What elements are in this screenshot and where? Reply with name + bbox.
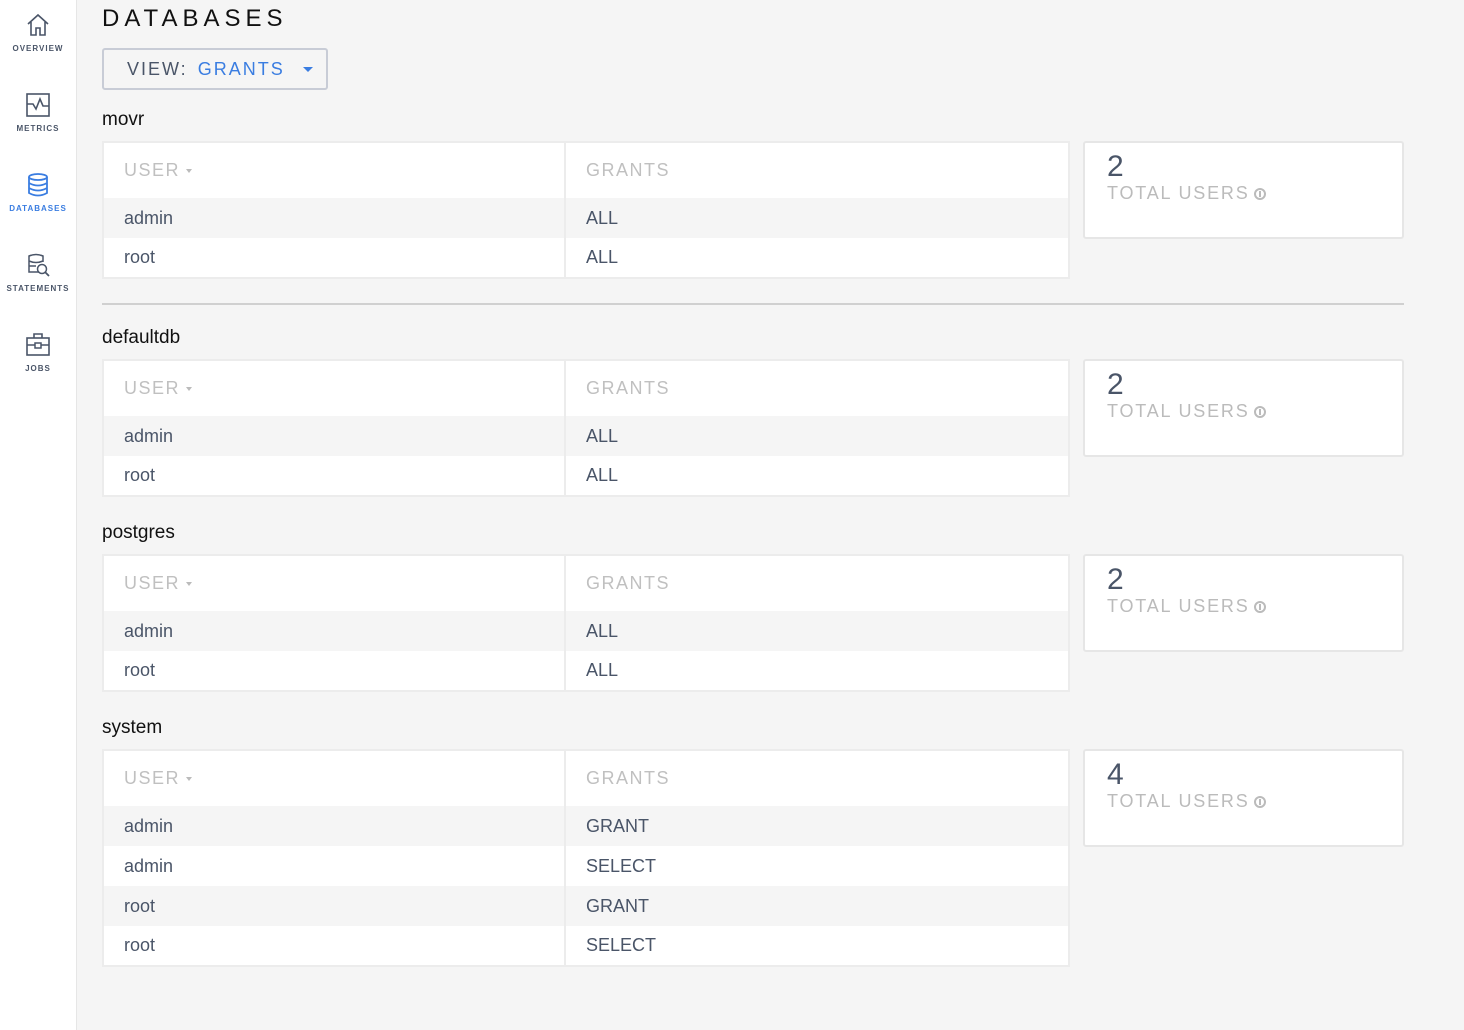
summary-card: 2 TOTAL USERS (1083, 359, 1404, 457)
grant-cell: ALL (565, 416, 1069, 456)
grant-cell: ALL (586, 660, 619, 680)
grant-cell: ALL (565, 198, 1069, 238)
grant-cell: ALL (586, 465, 619, 485)
grant-cell: SELECT (586, 855, 657, 876)
info-icon[interactable] (1253, 406, 1266, 419)
user-column-header[interactable]: USER (103, 360, 566, 416)
total-users-count: 4 (1107, 758, 1124, 791)
total-users-label: TOTAL USERS (1107, 401, 1250, 421)
sort-caret-icon (186, 582, 193, 587)
table-row: root ALL (103, 238, 1069, 278)
home-icon (27, 13, 49, 36)
grant-cell: GRANT (565, 886, 1069, 926)
user-column-header[interactable]: USER (103, 555, 566, 611)
grant-cell: SELECT (586, 935, 657, 955)
table-row: root GRANT (103, 886, 1069, 926)
user-cell: root (103, 651, 566, 691)
table-header: USER GRANTS (103, 750, 1069, 806)
statements-icon (28, 253, 50, 277)
user-cell: root (103, 238, 566, 278)
user-cell: admin (103, 806, 566, 846)
metrics-icon (26, 93, 50, 117)
grants-table: USER GRANTS admin GRANT admin SELECT roo… (102, 749, 1070, 967)
total-users-label: TOTAL USERS (1107, 596, 1250, 616)
sort-caret-icon (186, 169, 193, 174)
total-users-count: 2 (1107, 368, 1124, 401)
table-row: root ALL (103, 456, 1069, 496)
grant-cell: ALL (586, 247, 619, 267)
database-section: defaultdb USER GRANTS admin ALL root ALL… (102, 327, 1404, 522)
jobs-icon (26, 333, 50, 356)
chevron-down-icon (302, 66, 313, 72)
view-dropdown[interactable]: VIEW: GRANTS (102, 48, 328, 90)
view-value: GRANTS (197, 58, 285, 79)
table-header: USER GRANTS (103, 142, 1069, 198)
sort-caret-icon (186, 777, 193, 782)
user-column-header[interactable]: USER (103, 750, 566, 806)
total-users-count: 2 (1107, 563, 1124, 596)
sidebar-item-databases[interactable]: DATABASES (0, 172, 76, 213)
view-label: VIEW: (127, 58, 188, 79)
user-cell: root (103, 926, 566, 966)
database-name: movr (102, 109, 145, 130)
database-list: movr USER GRANTS admin ALL root ALL 2 TO… (102, 109, 1404, 992)
sidebar-item-statements[interactable]: STATEMENTS (0, 252, 76, 293)
table-row: root ALL (103, 651, 1069, 691)
summary-card: 4 TOTAL USERS (1083, 749, 1404, 847)
summary-card: 2 TOTAL USERS (1083, 554, 1404, 652)
user-cell: admin (103, 611, 566, 651)
grant-cell: GRANT (565, 806, 1069, 846)
database-section: system USER GRANTS admin GRANT admin SEL… (102, 717, 1404, 992)
database-icon (28, 173, 48, 197)
table-row: admin GRANT (103, 806, 1069, 846)
table-header: USER GRANTS (103, 555, 1069, 611)
sidebar-item-label: DATABASES (9, 204, 67, 213)
table-row: root SELECT (103, 926, 1069, 966)
info-icon[interactable] (1253, 796, 1266, 809)
grants-column-header: GRANTS (586, 160, 671, 180)
sidebar-item-label: STATEMENTS (6, 284, 70, 293)
user-cell: root (103, 886, 566, 926)
table-header: USER GRANTS (103, 360, 1069, 416)
table-row: admin ALL (103, 198, 1069, 238)
grants-column-header: GRANTS (586, 378, 671, 398)
table-row: admin ALL (103, 416, 1069, 456)
info-icon[interactable] (1253, 601, 1266, 614)
grants-table: USER GRANTS admin ALL root ALL (102, 554, 1070, 692)
user-cell: admin (103, 198, 566, 238)
grants-column-header: GRANTS (586, 768, 671, 788)
page-title: DATABASES (102, 5, 288, 32)
total-users-label: TOTAL USERS (1107, 183, 1250, 203)
sort-caret-icon (186, 387, 193, 392)
sidebar-item-jobs[interactable]: JOBS (0, 332, 76, 373)
sidebar-item-label: JOBS (25, 364, 51, 373)
grants-column-header: GRANTS (586, 573, 671, 593)
sidebar-item-metrics[interactable]: METRICS (0, 92, 76, 133)
summary-card: 2 TOTAL USERS (1083, 141, 1404, 239)
database-name: defaultdb (102, 327, 181, 348)
sidebar: OVERVIEW METRICS DATABASES STATEMENTS JO… (0, 0, 77, 1030)
sidebar-item-overview[interactable]: OVERVIEW (0, 12, 76, 53)
sidebar-item-label: METRICS (16, 124, 60, 133)
info-icon[interactable] (1253, 188, 1266, 201)
user-cell: admin (103, 846, 566, 886)
grants-table: USER GRANTS admin ALL root ALL (102, 141, 1070, 279)
table-row: admin SELECT (103, 846, 1069, 886)
user-cell: admin (103, 416, 566, 456)
user-cell: root (103, 456, 566, 496)
table-row: admin ALL (103, 611, 1069, 651)
database-section: movr USER GRANTS admin ALL root ALL 2 TO… (102, 109, 1404, 305)
total-users-count: 2 (1107, 150, 1124, 183)
user-column-header[interactable]: USER (103, 142, 566, 198)
total-users-label: TOTAL USERS (1107, 791, 1250, 811)
database-section: postgres USER GRANTS admin ALL root ALL … (102, 522, 1404, 717)
grant-cell: ALL (565, 611, 1069, 651)
divider (102, 303, 1404, 305)
database-name: system (102, 717, 163, 738)
sidebar-item-label: OVERVIEW (12, 44, 64, 53)
database-name: postgres (102, 522, 175, 543)
grants-table: USER GRANTS admin ALL root ALL (102, 359, 1070, 497)
